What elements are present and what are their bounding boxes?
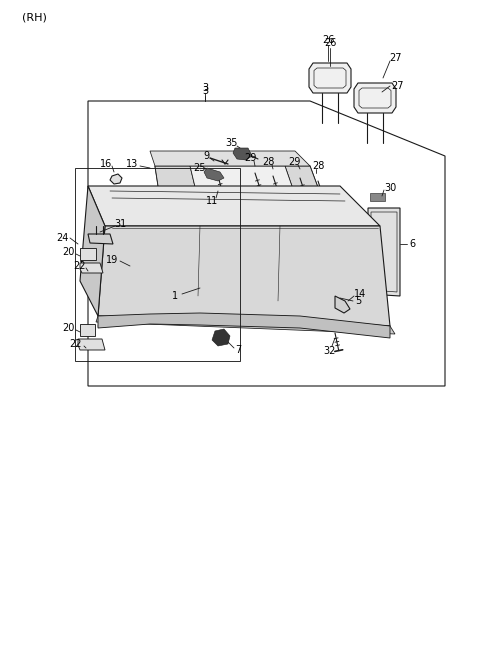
- Polygon shape: [204, 168, 224, 181]
- Text: 1: 1: [172, 291, 178, 301]
- Polygon shape: [78, 339, 105, 350]
- Circle shape: [379, 276, 389, 286]
- Polygon shape: [285, 166, 360, 301]
- Text: 28: 28: [312, 161, 324, 171]
- Text: 35: 35: [226, 138, 238, 148]
- Text: 28: 28: [262, 157, 274, 167]
- Text: 19: 19: [106, 255, 118, 265]
- Polygon shape: [110, 174, 122, 184]
- Text: 27: 27: [392, 81, 404, 91]
- Polygon shape: [80, 248, 96, 260]
- Text: 26: 26: [324, 38, 336, 48]
- Polygon shape: [172, 296, 360, 311]
- Text: 7: 7: [235, 345, 241, 355]
- Text: 20: 20: [62, 247, 74, 257]
- Polygon shape: [98, 313, 390, 338]
- Polygon shape: [309, 63, 351, 93]
- Polygon shape: [128, 263, 155, 281]
- Circle shape: [377, 219, 391, 233]
- Polygon shape: [155, 166, 220, 296]
- Text: 14: 14: [354, 289, 366, 299]
- Text: 31: 31: [114, 219, 126, 229]
- Text: 20: 20: [62, 323, 74, 333]
- Polygon shape: [80, 263, 103, 273]
- Polygon shape: [88, 234, 113, 244]
- Text: 3: 3: [202, 86, 208, 96]
- Polygon shape: [150, 151, 310, 166]
- Text: 27: 27: [389, 53, 401, 63]
- Text: 22: 22: [70, 339, 82, 349]
- Text: 25: 25: [194, 163, 206, 173]
- Text: 24: 24: [56, 233, 68, 243]
- Polygon shape: [233, 148, 252, 160]
- Text: 26: 26: [322, 35, 334, 45]
- Text: 16: 16: [100, 159, 112, 169]
- Text: 32: 32: [324, 346, 336, 356]
- Polygon shape: [354, 83, 396, 113]
- Text: 22: 22: [74, 261, 86, 271]
- Text: 9: 9: [203, 151, 209, 161]
- Text: 6: 6: [409, 239, 415, 249]
- Text: 30: 30: [384, 183, 396, 193]
- Text: 13: 13: [126, 159, 138, 169]
- Polygon shape: [190, 166, 330, 296]
- Polygon shape: [368, 208, 400, 296]
- Polygon shape: [88, 186, 380, 226]
- Text: 29: 29: [244, 153, 256, 163]
- Text: 5: 5: [355, 296, 361, 306]
- Text: (RH): (RH): [22, 13, 47, 23]
- Polygon shape: [155, 166, 360, 301]
- Text: 3: 3: [202, 83, 208, 93]
- Polygon shape: [212, 329, 230, 346]
- Text: 11: 11: [206, 196, 218, 206]
- Polygon shape: [96, 316, 395, 334]
- Text: 29: 29: [288, 157, 300, 167]
- Polygon shape: [335, 296, 350, 313]
- Polygon shape: [98, 226, 390, 326]
- Polygon shape: [370, 193, 385, 201]
- Polygon shape: [80, 186, 105, 316]
- Polygon shape: [80, 324, 95, 336]
- Circle shape: [377, 256, 391, 270]
